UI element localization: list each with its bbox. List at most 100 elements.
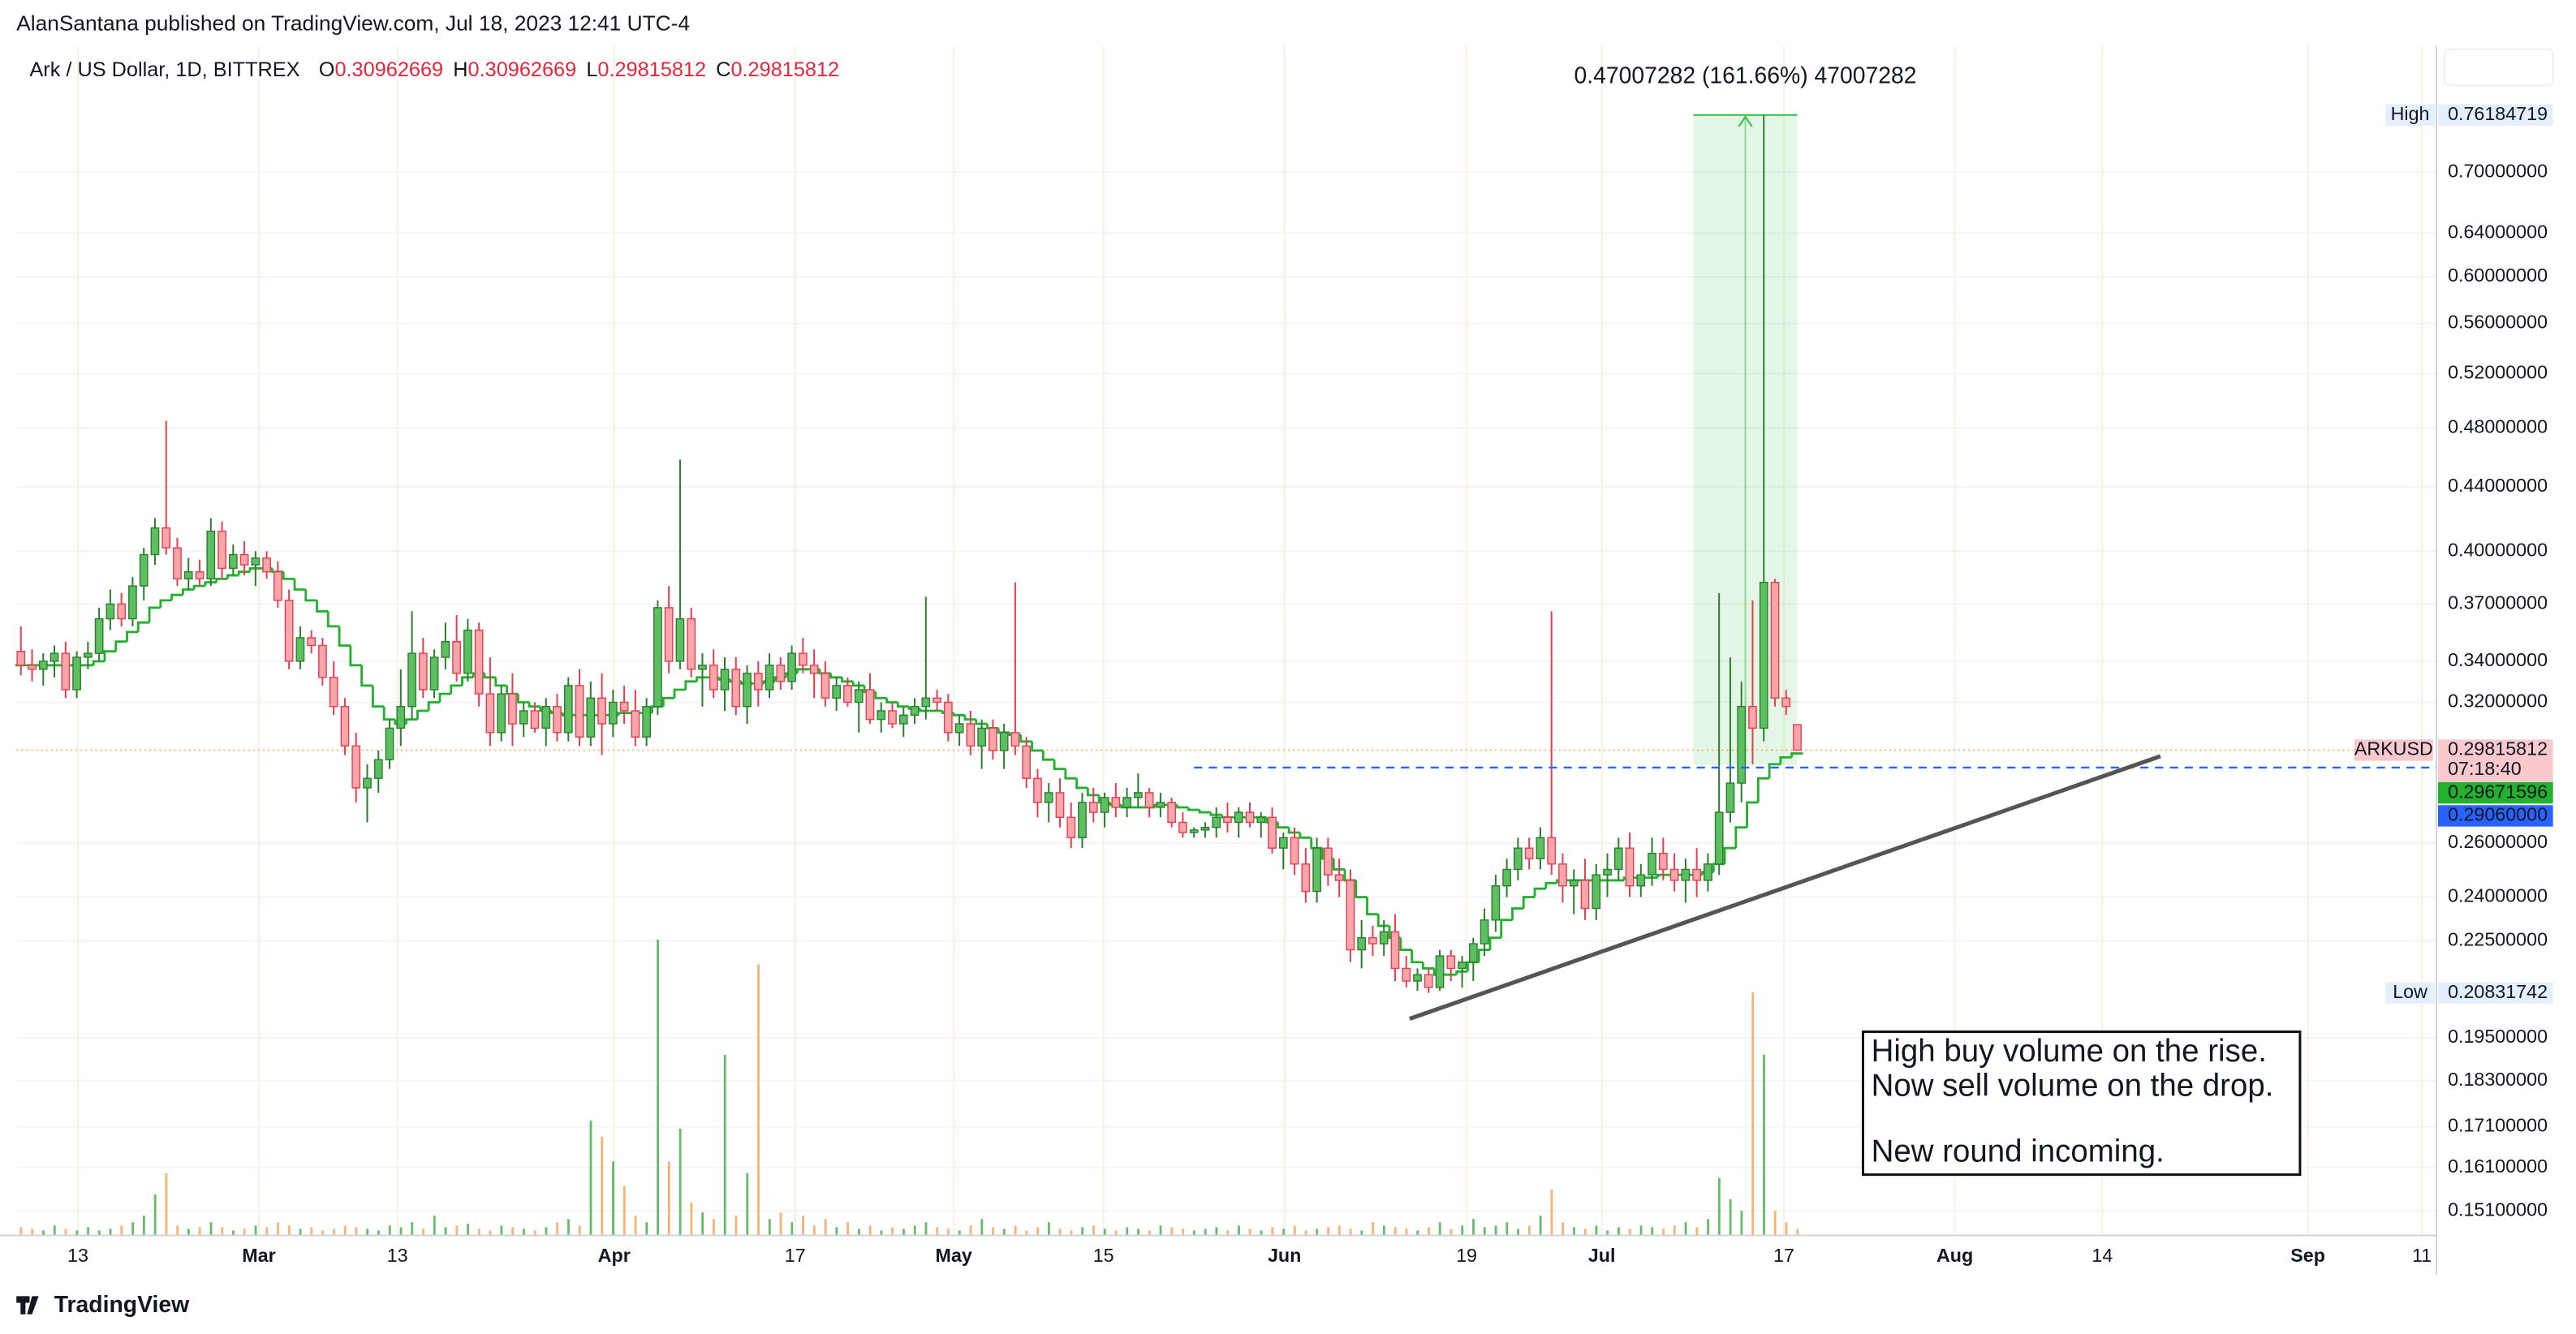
step-line	[1187, 807, 1200, 811]
volume-bar	[1506, 1222, 1509, 1236]
candle-body	[1781, 697, 1791, 708]
candle-body	[888, 710, 897, 725]
step-line	[114, 640, 127, 652]
candle-body	[1234, 811, 1243, 824]
volume-bar	[1070, 1230, 1073, 1236]
low-value: 0.20831742	[2448, 981, 2548, 1002]
candle-body	[16, 651, 26, 666]
volume-bar	[1527, 1225, 1531, 1236]
volume-bar	[746, 1173, 749, 1236]
volume-bar	[1628, 1229, 1631, 1236]
candle-body	[977, 727, 986, 747]
volume-bar	[455, 1225, 459, 1236]
step-line	[1790, 752, 1803, 758]
candle-body	[1613, 847, 1623, 871]
volume-bar	[1338, 1225, 1341, 1236]
volume-bar	[1014, 1225, 1017, 1236]
step-line	[237, 570, 250, 576]
volume-bar	[1796, 1229, 1799, 1236]
step-line	[450, 684, 463, 695]
grid	[16, 45, 2436, 1236]
candle-body	[519, 710, 528, 725]
candle-body	[586, 697, 596, 738]
step-line	[516, 694, 530, 704]
candle-body	[485, 693, 495, 734]
volume-bar	[891, 1227, 894, 1236]
x-tick-label: 17	[785, 1245, 806, 1266]
plot: 0.47007282 (161.66%) 47007282	[15, 63, 1917, 1236]
step-line	[1656, 873, 1669, 878]
volume-bar	[578, 1225, 581, 1236]
step-line	[684, 680, 697, 690]
volume-bar	[489, 1230, 492, 1236]
candle-body	[239, 553, 249, 566]
volume-bar	[533, 1230, 536, 1236]
volume-bar	[444, 1227, 447, 1236]
last-price: 0.29815812	[2448, 738, 2548, 760]
candle-body	[954, 723, 964, 734]
candle-body	[575, 685, 584, 738]
volume-bar	[1204, 1229, 1207, 1236]
step-line	[1544, 881, 1557, 889]
volume-bar	[209, 1222, 213, 1236]
ohlc-key: C	[716, 58, 730, 81]
volume-bar	[802, 1216, 804, 1236]
step-line	[1746, 801, 1759, 828]
x-tick-label: May	[936, 1245, 972, 1266]
step-line	[1064, 768, 1077, 780]
axis-menu[interactable]	[2444, 48, 2554, 87]
volume-bar	[1751, 992, 1755, 1236]
volume-bar	[880, 1230, 883, 1236]
candle-body	[1111, 797, 1121, 808]
candle-body	[1301, 863, 1311, 893]
x-tick-label: 14	[2091, 1245, 2113, 1266]
volume-bar	[913, 1225, 916, 1236]
candle-body	[150, 527, 160, 556]
candle-body	[1502, 868, 1511, 887]
volume-bar	[19, 1227, 23, 1236]
volume-bar	[1238, 1225, 1240, 1236]
step-line	[796, 668, 809, 673]
y-tick-label: 0.22500000	[2448, 929, 2548, 950]
candle-body	[1346, 880, 1355, 951]
candle-body	[798, 652, 808, 666]
candle-body	[1793, 724, 1802, 751]
volume-bar	[612, 1161, 614, 1236]
volume-bar	[1494, 1225, 1497, 1236]
step-line	[1075, 778, 1088, 790]
step-value-bg	[2437, 781, 2553, 804]
step-line	[248, 567, 261, 572]
volume-bar	[924, 1222, 928, 1236]
y-tick-label: 0.60000000	[2448, 265, 2548, 286]
x-tick-label: Sep	[2290, 1245, 2325, 1266]
volume-bar	[779, 1212, 782, 1236]
step-line	[438, 692, 451, 703]
volume-bar	[97, 1230, 101, 1236]
candle-body	[83, 652, 93, 658]
y-tick-label: 0.18300000	[2448, 1069, 2548, 1090]
overlay: High buy volume on the rise.Now sell vol…	[1194, 103, 2553, 1168]
volume-bar	[545, 1227, 548, 1236]
volume-bar	[1382, 1225, 1385, 1236]
volume-bar	[1707, 1219, 1710, 1236]
candle-body	[553, 706, 562, 734]
x-tick-label: Aug	[1936, 1245, 1973, 1266]
volume-bar	[1763, 1054, 1765, 1236]
volume-bar	[1248, 1229, 1251, 1236]
step-line	[1477, 949, 1490, 962]
candle-body	[1278, 837, 1288, 849]
step-line	[405, 718, 418, 724]
step-line	[1366, 897, 1379, 916]
candle-body	[340, 706, 350, 747]
candle-body	[274, 571, 282, 601]
candle-body	[1603, 868, 1612, 876]
candle-body	[854, 689, 864, 704]
candle-body	[463, 629, 472, 674]
candle-body	[1580, 880, 1590, 910]
volume-bar	[1114, 1230, 1118, 1236]
candle-body	[1010, 732, 1020, 747]
symbol-bg	[2354, 739, 2433, 761]
volume-bar	[265, 1227, 269, 1236]
candle-body	[329, 677, 338, 708]
volume-bar	[734, 1216, 738, 1236]
